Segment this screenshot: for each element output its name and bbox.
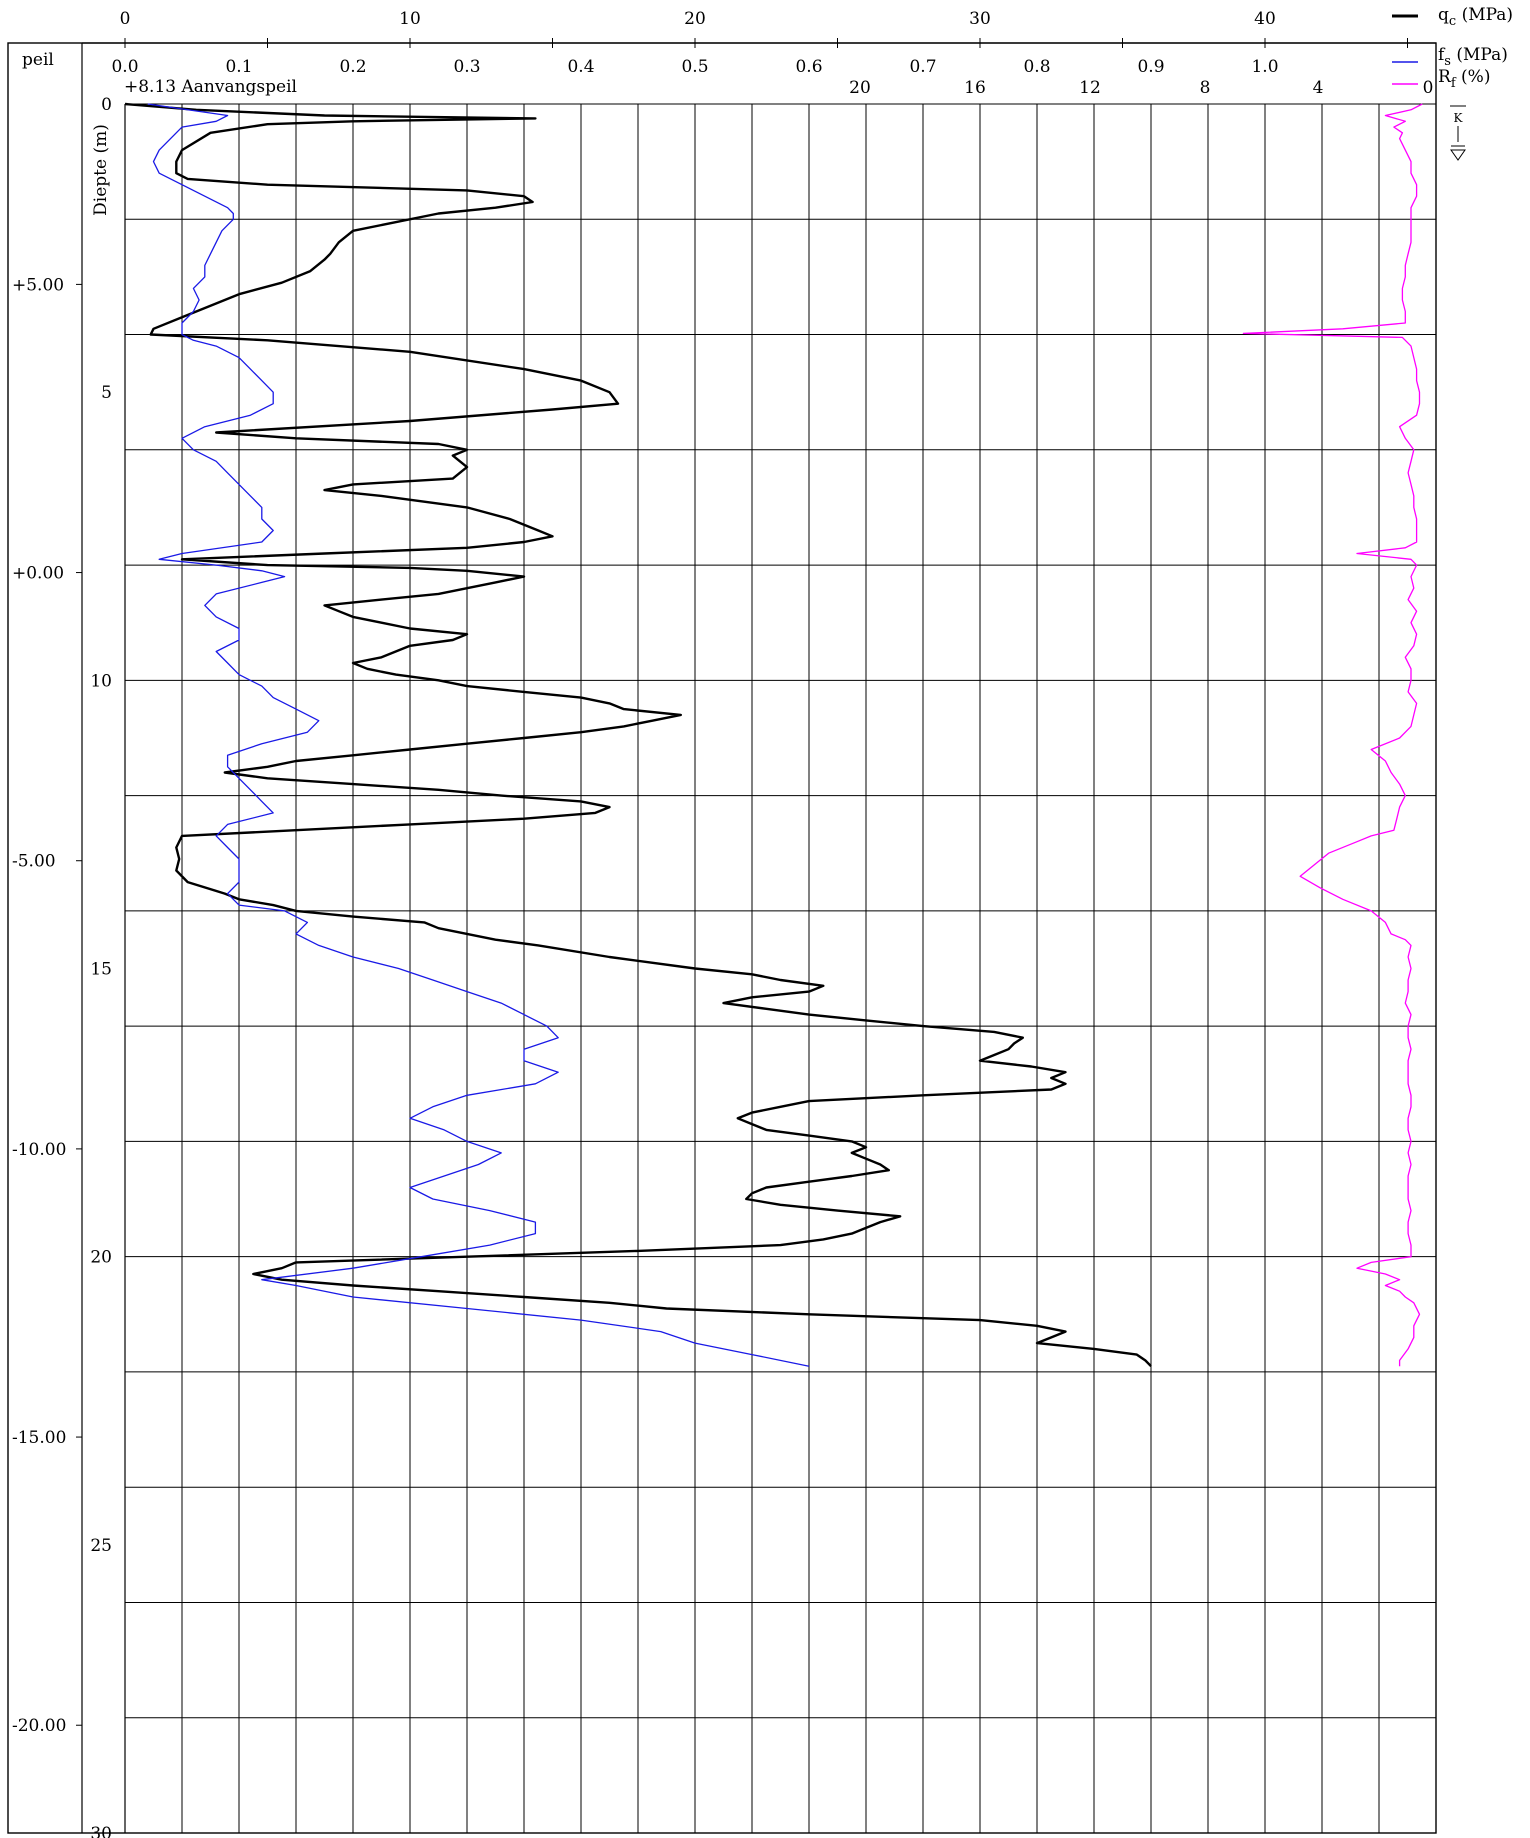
depth-tick-label: 30 bbox=[90, 1824, 112, 1838]
k-marker: K bbox=[1450, 105, 1466, 125]
fs-tick-label: 0.6 bbox=[795, 57, 822, 77]
qc-tick-label: 30 bbox=[969, 9, 991, 29]
rf-tick-label: 8 bbox=[1200, 78, 1211, 98]
qc-tick-label: 20 bbox=[684, 9, 706, 29]
fs-tick-label: 1.0 bbox=[1251, 57, 1278, 77]
rf-tick-label: 16 bbox=[964, 78, 986, 98]
level-tick-label: -10.00 bbox=[12, 1140, 66, 1160]
fs-tick-label: 0.3 bbox=[453, 57, 480, 77]
depth-tick-label: 0 bbox=[101, 95, 112, 115]
legend-label: fs (MPa) bbox=[1438, 45, 1508, 69]
depth-tick-label: 25 bbox=[90, 1536, 112, 1556]
depth-tick-label: 10 bbox=[90, 671, 112, 691]
series-line bbox=[147, 103, 810, 1367]
level-tick-label: -15.00 bbox=[12, 1428, 66, 1448]
water-level-icon bbox=[1450, 126, 1466, 161]
fs-tick-label: 0.1 bbox=[225, 57, 252, 77]
fs-tick-label: 0.5 bbox=[681, 57, 708, 77]
start-level-label: +8.13 Aanvangspeil bbox=[124, 77, 297, 97]
rf-tick-label: 12 bbox=[1079, 78, 1101, 98]
level-tick-label: -20.00 bbox=[12, 1716, 66, 1736]
peil-label: peil bbox=[22, 50, 54, 70]
legend: qc (MPa) fs (MPa)Rf (%) bbox=[1392, 5, 1513, 91]
level-tick-label: +5.00 bbox=[12, 275, 64, 295]
qc-tick-label: 40 bbox=[1254, 9, 1276, 29]
fs-tick-label: 0.9 bbox=[1137, 57, 1164, 77]
fs-tick-label: 0.2 bbox=[339, 57, 366, 77]
fs-tick-label: 0.8 bbox=[1023, 57, 1050, 77]
qc-tick-label: 0 bbox=[120, 9, 131, 29]
grid bbox=[124, 38, 1437, 1834]
legend-label: Rf (%) bbox=[1438, 67, 1490, 91]
frame-border bbox=[7, 42, 1437, 1834]
rf-tick-label: 4 bbox=[1313, 78, 1324, 98]
series-line bbox=[124, 102, 1152, 1368]
qc-tick-label: 10 bbox=[399, 9, 421, 29]
depth-tick-label: 15 bbox=[90, 960, 112, 980]
rf-tick-label: 20 bbox=[849, 78, 871, 98]
fs-tick-label: 0.7 bbox=[909, 57, 936, 77]
rf-tick-label: 0 bbox=[1423, 78, 1434, 98]
level-tick-label: +0.00 bbox=[12, 564, 64, 584]
level-tick-label: -5.00 bbox=[12, 852, 56, 872]
depth-tick-label: 5 bbox=[101, 383, 112, 403]
fs-tick-label: 0.4 bbox=[567, 57, 594, 77]
series-line bbox=[1242, 103, 1423, 1367]
legend-label: qc (MPa) bbox=[1438, 5, 1513, 29]
series-layer bbox=[124, 102, 1423, 1368]
axis-labels: 0 10 20 30 400.0 0.1 0.2 0.3 0.4 0.5 0.6 0.7 0.8 0.9 1… bbox=[12, 9, 1433, 1838]
k-marker-label: K bbox=[1454, 111, 1464, 125]
depth-tick-label: 20 bbox=[90, 1248, 112, 1268]
depth-axis-label: Diepte (m) bbox=[91, 124, 111, 216]
fs-tick-label: 0.0 bbox=[111, 57, 138, 77]
